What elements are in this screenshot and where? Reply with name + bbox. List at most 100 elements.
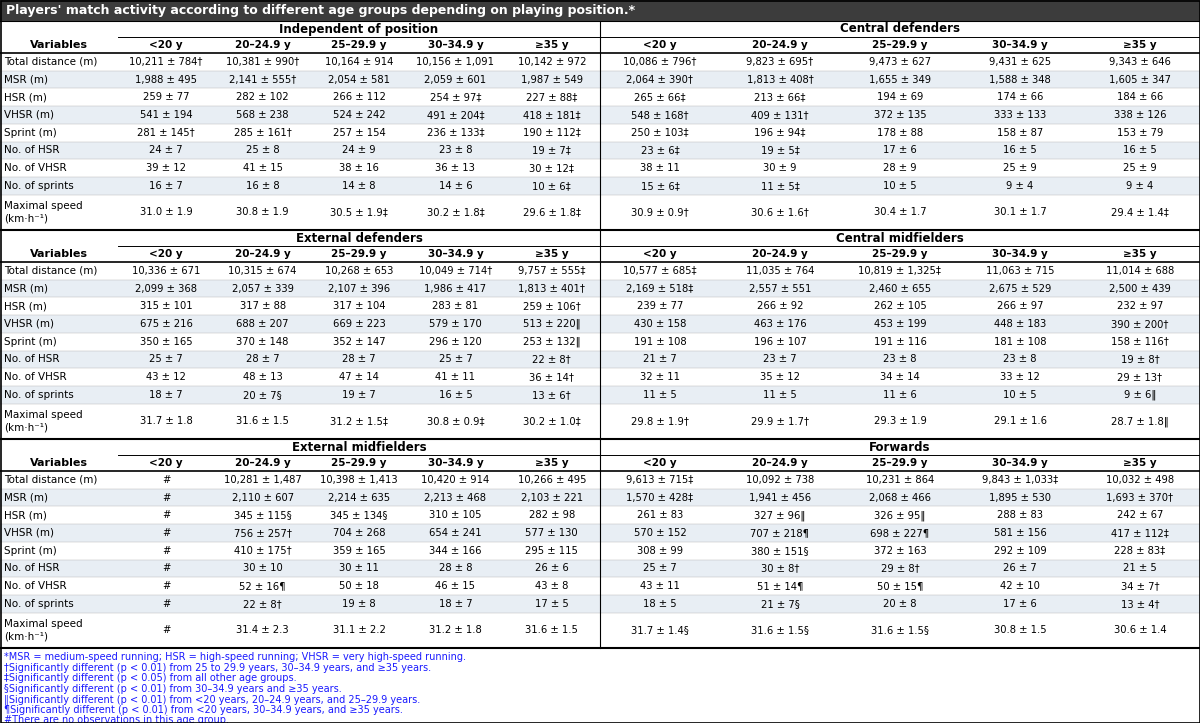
Bar [0, 124, 1200, 142]
Bar [0, 177, 1200, 194]
Text: No. of VHSR: No. of VHSR [4, 372, 67, 382]
Text: 707 ± 218¶: 707 ± 218¶ [750, 528, 810, 538]
Text: #: # [162, 475, 170, 485]
Text: 338 ± 126: 338 ± 126 [1114, 110, 1166, 120]
Text: <20 y: <20 y [643, 458, 677, 468]
Text: 25–29.9 y: 25–29.9 y [872, 249, 928, 259]
Text: 418 ± 181‡: 418 ± 181‡ [523, 110, 581, 120]
Text: 30.6 ± 1.6†: 30.6 ± 1.6† [751, 208, 809, 218]
Text: 513 ± 220‖: 513 ± 220‖ [523, 319, 581, 329]
Text: 285 ± 161†: 285 ± 161† [234, 128, 292, 137]
Text: 28 ± 8: 28 ± 8 [439, 563, 472, 573]
Bar [0, 560, 1200, 577]
Text: 417 ± 112‡: 417 ± 112‡ [1111, 528, 1169, 538]
Text: 43 ± 11: 43 ± 11 [640, 581, 680, 591]
Text: 29.9 ± 1.7†: 29.9 ± 1.7† [751, 416, 809, 427]
Text: 47 ± 14: 47 ± 14 [340, 372, 379, 382]
Text: 16 ± 8: 16 ± 8 [246, 181, 280, 191]
Bar [0, 0, 1200, 21]
Text: 704 ± 268: 704 ± 268 [332, 528, 385, 538]
Text: 25–29.9 y: 25–29.9 y [872, 40, 928, 50]
Text: 581 ± 156: 581 ± 156 [994, 528, 1046, 538]
Text: 292 ± 109: 292 ± 109 [994, 546, 1046, 556]
Text: 352 ± 147: 352 ± 147 [332, 337, 385, 346]
Text: 345 ± 115§: 345 ± 115§ [234, 510, 292, 521]
Text: 30–34.9 y: 30–34.9 y [427, 458, 484, 468]
Text: ‖Significantly different (p < 0.01) from <20 years, 20–24.9 years, and 25–29.9 y: ‖Significantly different (p < 0.01) from… [4, 694, 420, 704]
Text: 28 ± 9: 28 ± 9 [883, 163, 917, 173]
Text: 9 ± 4: 9 ± 4 [1127, 181, 1153, 191]
Text: 18 ± 7: 18 ± 7 [149, 390, 184, 400]
Bar [0, 88, 1200, 106]
Text: 19 ± 7‡: 19 ± 7‡ [533, 145, 571, 155]
Text: 31.4 ± 2.3: 31.4 ± 2.3 [236, 625, 289, 636]
Text: 9,431 ± 625: 9,431 ± 625 [989, 57, 1051, 67]
Text: 22 ± 8†: 22 ± 8† [244, 599, 282, 609]
Text: 654 ± 241: 654 ± 241 [430, 528, 481, 538]
Text: 261 ± 83: 261 ± 83 [637, 510, 683, 521]
Text: 19 ± 7: 19 ± 7 [342, 390, 376, 400]
Text: 29.6 ± 1.8‡: 29.6 ± 1.8‡ [523, 208, 581, 218]
Text: 29.8 ± 1.9†: 29.8 ± 1.9† [631, 416, 689, 427]
Text: 448 ± 183: 448 ± 183 [994, 319, 1046, 329]
Text: 184 ± 66: 184 ± 66 [1117, 93, 1163, 102]
Text: 570 ± 152: 570 ± 152 [634, 528, 686, 538]
Text: 31.1 ± 2.2: 31.1 ± 2.2 [332, 625, 385, 636]
Text: Variables: Variables [30, 458, 88, 468]
Text: 10,268 ± 653: 10,268 ± 653 [325, 266, 394, 276]
Text: 29.1 ± 1.6: 29.1 ± 1.6 [994, 416, 1046, 427]
Text: 283 ± 81: 283 ± 81 [432, 301, 479, 311]
Text: 14 ± 6: 14 ± 6 [438, 181, 473, 191]
Text: 295 ± 115: 295 ± 115 [526, 546, 578, 556]
Text: 10,032 ± 498: 10,032 ± 498 [1106, 475, 1174, 485]
Text: 2,068 ± 466: 2,068 ± 466 [869, 492, 931, 502]
Bar [0, 297, 1200, 315]
Text: <20 y: <20 y [643, 249, 677, 259]
Text: 10,231 ± 864: 10,231 ± 864 [866, 475, 934, 485]
Text: 158 ± 116†: 158 ± 116† [1111, 337, 1169, 346]
Text: 333 ± 133: 333 ± 133 [994, 110, 1046, 120]
Text: #: # [162, 510, 170, 521]
Text: No. of sprints: No. of sprints [4, 181, 73, 191]
Text: 20–24.9 y: 20–24.9 y [235, 249, 290, 259]
Text: HSR (m): HSR (m) [4, 93, 47, 102]
Bar [0, 542, 1200, 560]
Text: 10,086 ± 796†: 10,086 ± 796† [623, 57, 697, 67]
Text: 2,675 ± 529: 2,675 ± 529 [989, 283, 1051, 294]
Text: 344 ± 166: 344 ± 166 [430, 546, 481, 556]
Text: 281 ± 145†: 281 ± 145† [137, 128, 196, 137]
Text: 48 ± 13: 48 ± 13 [242, 372, 282, 382]
Text: 30.8 ± 0.9‡: 30.8 ± 0.9‡ [426, 416, 485, 427]
Text: 250 ± 103‡: 250 ± 103‡ [631, 128, 689, 137]
Text: 350 ± 165: 350 ± 165 [140, 337, 192, 346]
Text: No. of HSR: No. of HSR [4, 354, 60, 364]
Text: 29.4 ± 1.4‡: 29.4 ± 1.4‡ [1111, 208, 1169, 218]
Text: 36 ± 14†: 36 ± 14† [529, 372, 575, 382]
Text: 30–34.9 y: 30–34.9 y [992, 249, 1048, 259]
Text: Variables: Variables [30, 249, 88, 259]
Text: 2,099 ± 368: 2,099 ± 368 [136, 283, 197, 294]
Text: 1,570 ± 428‡: 1,570 ± 428‡ [626, 492, 694, 502]
Text: 2,057 ± 339: 2,057 ± 339 [232, 283, 294, 294]
Text: 21 ± 7: 21 ± 7 [643, 354, 677, 364]
Text: 29 ± 13†: 29 ± 13† [1117, 372, 1163, 382]
Text: 26 ± 7: 26 ± 7 [1003, 563, 1037, 573]
Text: 317 ± 104: 317 ± 104 [332, 301, 385, 311]
Text: 1,693 ± 370†: 1,693 ± 370† [1106, 492, 1174, 502]
Text: 213 ± 66‡: 213 ± 66‡ [755, 93, 805, 102]
Text: 10,398 ± 1,413: 10,398 ± 1,413 [320, 475, 398, 485]
Bar [0, 524, 1200, 542]
Text: 26 ± 6: 26 ± 6 [535, 563, 569, 573]
Text: 254 ± 97‡: 254 ± 97‡ [430, 93, 481, 102]
Text: 30 ± 12‡: 30 ± 12‡ [529, 163, 575, 173]
Text: 30 ± 11: 30 ± 11 [340, 563, 379, 573]
Text: Maximal speed: Maximal speed [4, 619, 83, 629]
Text: 1,941 ± 456: 1,941 ± 456 [749, 492, 811, 502]
Text: 296 ± 120: 296 ± 120 [430, 337, 481, 346]
Text: 46 ± 15: 46 ± 15 [436, 581, 475, 591]
Text: 41 ± 15: 41 ± 15 [242, 163, 283, 173]
Text: 2,110 ± 607: 2,110 ± 607 [232, 492, 294, 502]
Text: 756 ± 257†: 756 ± 257† [234, 528, 292, 538]
Text: 21 ± 7§: 21 ± 7§ [761, 599, 799, 609]
Text: 30 ± 9: 30 ± 9 [763, 163, 797, 173]
